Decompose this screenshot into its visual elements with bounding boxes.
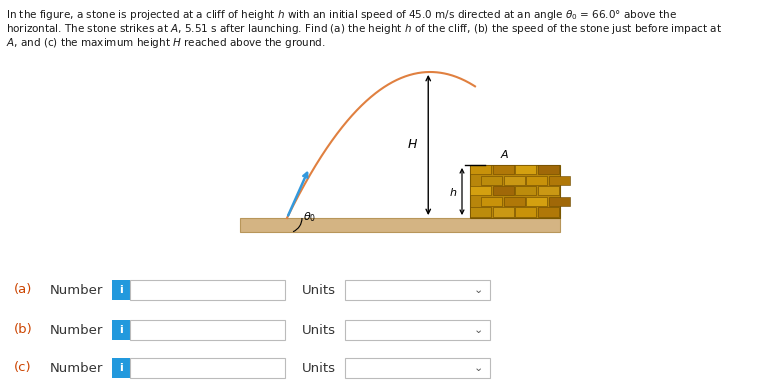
Bar [112, 320, 130, 340]
Text: Units: Units [302, 323, 336, 337]
Text: $A$, and (c) the maximum height $H$ reached above the ground.: $A$, and (c) the maximum height $H$ reac… [6, 36, 325, 50]
Text: Units: Units [302, 362, 336, 374]
Bar [470, 165, 491, 174]
Bar [470, 207, 491, 216]
Bar [112, 358, 130, 378]
Bar [345, 358, 490, 378]
Text: ⌄: ⌄ [473, 363, 482, 373]
Bar [470, 165, 560, 218]
Text: Units: Units [302, 284, 336, 296]
Bar [240, 218, 560, 232]
Text: ⌄: ⌄ [473, 285, 482, 295]
Text: $\theta_0$: $\theta_0$ [303, 210, 316, 224]
Bar [130, 358, 285, 378]
Bar [492, 186, 514, 195]
Bar [537, 186, 559, 195]
Bar [492, 207, 514, 216]
Bar [549, 176, 570, 185]
Bar [537, 207, 559, 216]
Bar [130, 280, 285, 300]
Text: (a): (a) [14, 284, 32, 296]
Bar [470, 186, 491, 195]
Bar [492, 165, 514, 174]
Text: ⌄: ⌄ [473, 325, 482, 335]
Bar [527, 197, 547, 206]
Text: i: i [119, 285, 123, 295]
Text: horizontal. The stone strikes at $A$, 5.51 s after launching. Find (a) the heigh: horizontal. The stone strikes at $A$, 5.… [6, 22, 722, 36]
Bar [537, 165, 559, 174]
Text: Number: Number [50, 284, 104, 296]
Text: $A$: $A$ [500, 148, 510, 160]
Bar [345, 320, 490, 340]
Text: (c): (c) [14, 362, 32, 374]
Bar [515, 207, 536, 216]
Bar [345, 280, 490, 300]
Bar [515, 186, 536, 195]
Text: (b): (b) [14, 323, 33, 337]
Bar [482, 176, 502, 185]
Text: i: i [119, 363, 123, 373]
Bar [130, 320, 285, 340]
Text: i: i [119, 325, 123, 335]
Bar [515, 165, 536, 174]
Text: In the figure, a stone is projected at a cliff of height $h$ with an initial spe: In the figure, a stone is projected at a… [6, 8, 677, 22]
Bar [527, 176, 547, 185]
Text: Number: Number [50, 362, 104, 374]
Bar [504, 197, 525, 206]
Text: $H$: $H$ [407, 138, 418, 151]
Bar [482, 197, 502, 206]
Bar [549, 197, 570, 206]
Bar [112, 280, 130, 300]
Text: Number: Number [50, 323, 104, 337]
Text: $h$: $h$ [449, 186, 457, 197]
Bar [504, 176, 525, 185]
